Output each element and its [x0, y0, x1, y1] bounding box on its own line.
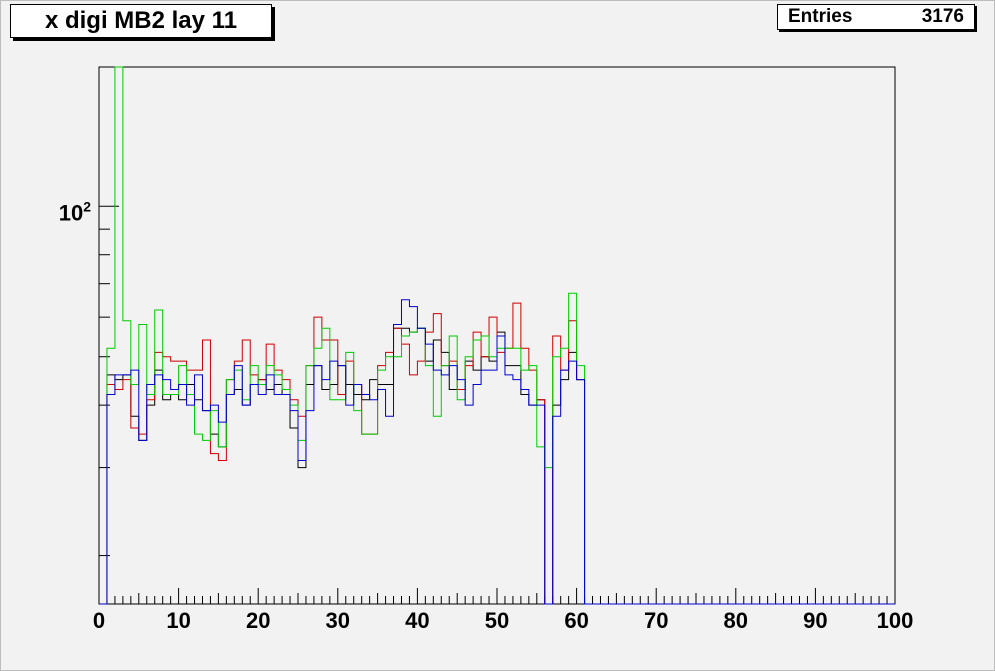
- x-tick-label-90: 90: [803, 608, 827, 633]
- y-tick-base: 10: [59, 200, 83, 225]
- x-tick-label-60: 60: [564, 608, 588, 633]
- x-tick-label-30: 30: [326, 608, 350, 633]
- x-axis: 0 10 20 30 40 50 60 70 80 90 100: [93, 588, 913, 633]
- x-tick-label-50: 50: [485, 608, 509, 633]
- chart-title-box: x digi MB2 lay 11: [10, 4, 272, 38]
- y-axis: [99, 205, 119, 557]
- x-tick-label-20: 20: [246, 608, 270, 633]
- stats-entries-value: 3176: [921, 6, 964, 27]
- x-tick-label-100: 100: [877, 608, 914, 633]
- chart-title: x digi MB2 lay 11: [44, 7, 238, 34]
- x-tick-label-10: 10: [166, 608, 190, 633]
- y-tick-exponent: 2: [83, 198, 91, 214]
- y-tick-label-100: 102: [59, 198, 91, 225]
- x-tick-label-70: 70: [644, 608, 668, 633]
- x-tick-label-80: 80: [724, 608, 748, 633]
- stats-box: Entries 3176: [777, 4, 975, 30]
- histogram-series: [99, 66, 895, 605]
- series-line-3: [99, 299, 895, 605]
- x-tick-label-40: 40: [405, 608, 429, 633]
- stats-entries-label: Entries: [788, 6, 853, 27]
- x-tick-label-0: 0: [93, 608, 105, 633]
